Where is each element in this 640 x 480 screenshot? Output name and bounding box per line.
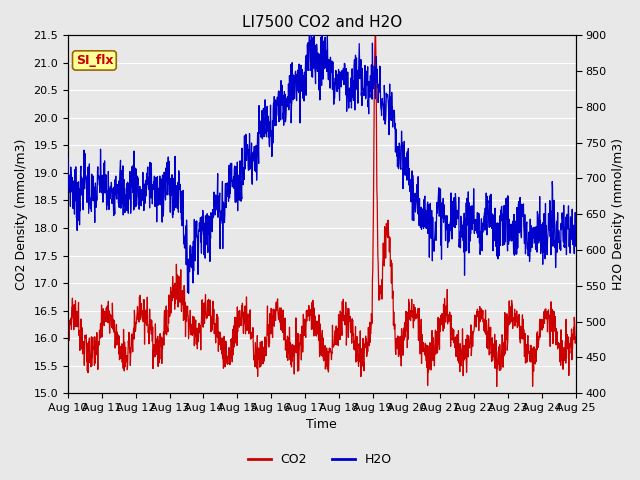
Legend: CO2, H2O: CO2, H2O [243, 448, 397, 471]
Text: SI_flx: SI_flx [76, 54, 113, 67]
X-axis label: Time: Time [307, 419, 337, 432]
Title: LI7500 CO2 and H2O: LI7500 CO2 and H2O [242, 15, 402, 30]
Y-axis label: H2O Density (mmol/m3): H2O Density (mmol/m3) [612, 138, 625, 290]
Y-axis label: CO2 Density (mmol/m3): CO2 Density (mmol/m3) [15, 139, 28, 290]
